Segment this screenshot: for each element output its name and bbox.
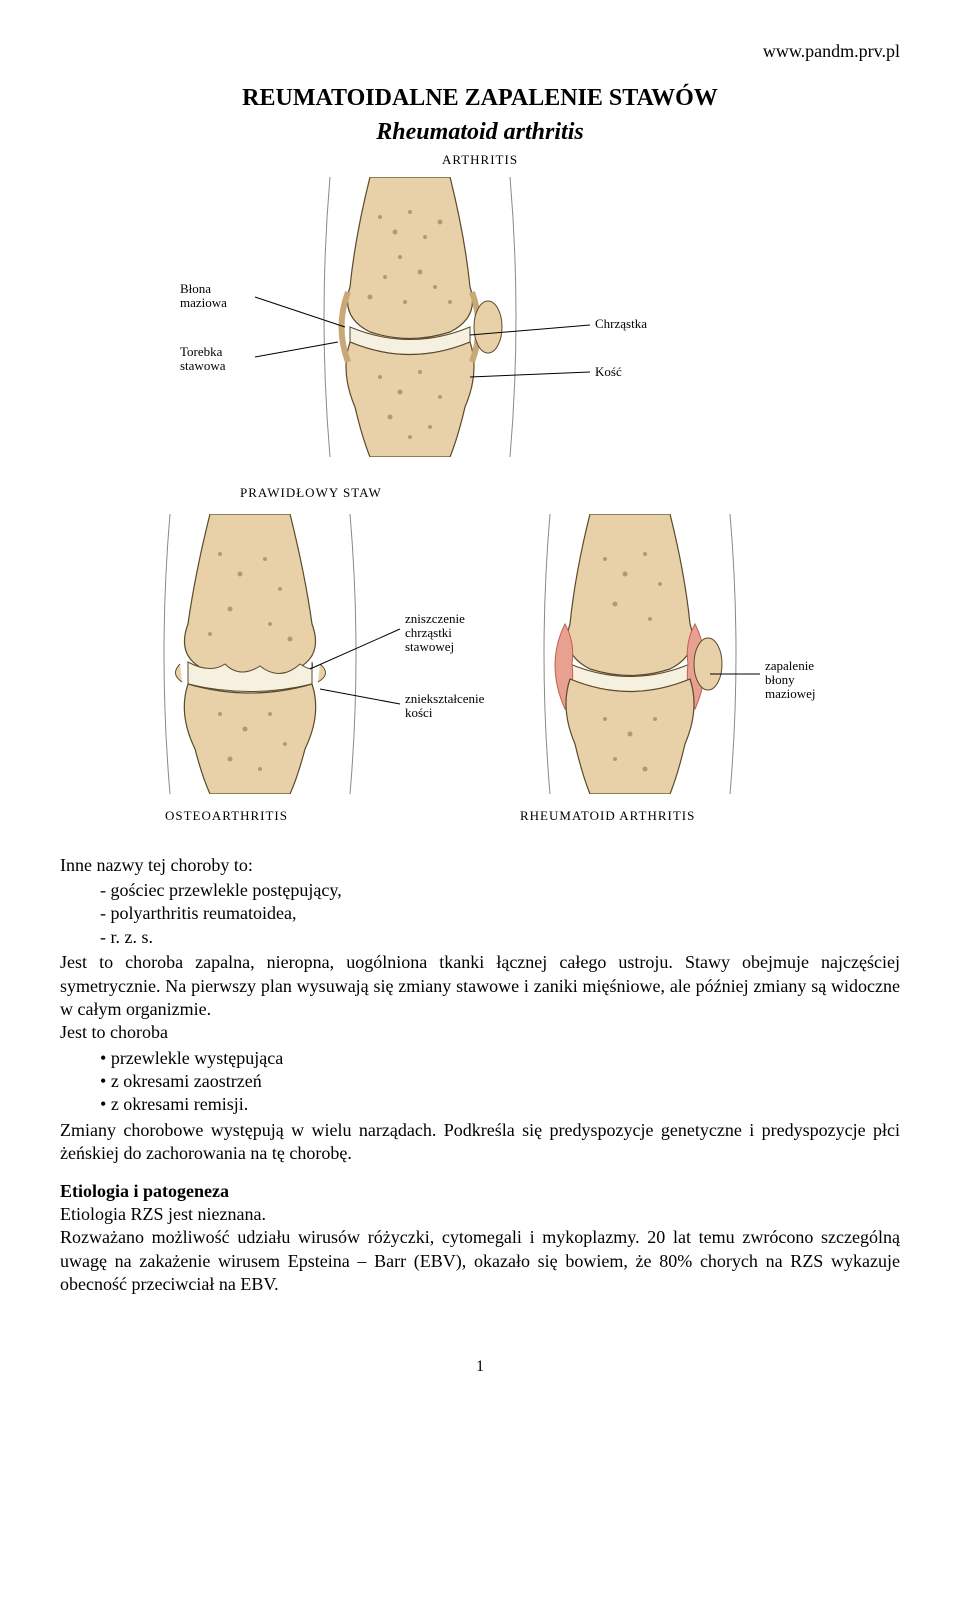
joint-rheum xyxy=(520,514,740,794)
joint-osteo xyxy=(140,514,360,794)
caption-rheum: RHEUMATOID ARTHRITIS xyxy=(520,809,695,823)
caption-osteo: OSTEOARTHRITIS xyxy=(165,809,288,823)
diagram-row-normal: Błonamaziowa Torebkastawowa Chrząstka Ko… xyxy=(120,177,840,477)
joint-normal xyxy=(300,177,520,457)
list-item: polyarthritis reumatoidea, xyxy=(100,902,900,925)
etiology-line1: Etiologia RZS jest nieznana. xyxy=(60,1203,900,1226)
etiology-heading: Etiologia i patogeneza xyxy=(60,1180,900,1203)
label-znieksztalcenie: zniekształceniekości xyxy=(405,692,484,721)
body-text: Inne nazwy tej choroby to: gościec przew… xyxy=(60,854,900,1297)
intro-lead: Inne nazwy tej choroby to: xyxy=(60,854,900,877)
intro-para2: Zmiany chorobowe występują w wielu narzą… xyxy=(60,1119,900,1166)
diagram-row-diseased: zniszczeniechrząstkistawowej zniekształc… xyxy=(120,514,840,834)
list-item: gościec przewlekle postępujący, xyxy=(100,879,900,902)
etiology-para: Rozważano możliwość udziału wirusów róży… xyxy=(60,1226,900,1296)
caption-normal: PRAWIDŁOWY STAW xyxy=(240,485,840,502)
list-item: przewlekle występująca xyxy=(100,1047,900,1070)
list-item: z okresami zaostrzeń xyxy=(100,1070,900,1093)
page-number: 1 xyxy=(60,1357,900,1378)
label-chrzastka: Chrząstka xyxy=(595,317,647,331)
label-kosc: Kość xyxy=(595,365,622,379)
intro-name-list: gościec przewlekle postępujący, polyarth… xyxy=(60,879,900,949)
title-main: REUMATOIDALNE ZAPALENIE STAWÓW xyxy=(60,83,900,114)
intro-bullet-list: przewlekle występująca z okresami zaostr… xyxy=(60,1047,900,1117)
label-blona-maziowa: Błonamaziowa xyxy=(180,282,227,311)
label-zapalenie: zapaleniebłonymaziowej xyxy=(765,659,816,702)
label-zniszczenie: zniszczeniechrząstkistawowej xyxy=(405,612,465,655)
intro-para1: Jest to choroba zapalna, nieropna, uogól… xyxy=(60,951,900,1021)
list-item: r. z. s. xyxy=(100,926,900,949)
label-torebka-stawowa: Torebkastawowa xyxy=(180,345,226,374)
diagram-overall-label: ARTHRITIS xyxy=(60,152,900,169)
header-url: www.pandm.prv.pl xyxy=(60,40,900,63)
diagram-container: Błonamaziowa Torebkastawowa Chrząstka Ko… xyxy=(120,177,840,834)
list-item: z okresami remisji. xyxy=(100,1093,900,1116)
intro-lead2: Jest to choroba xyxy=(60,1021,900,1044)
title-sub: Rheumatoid arthritis xyxy=(60,117,900,148)
